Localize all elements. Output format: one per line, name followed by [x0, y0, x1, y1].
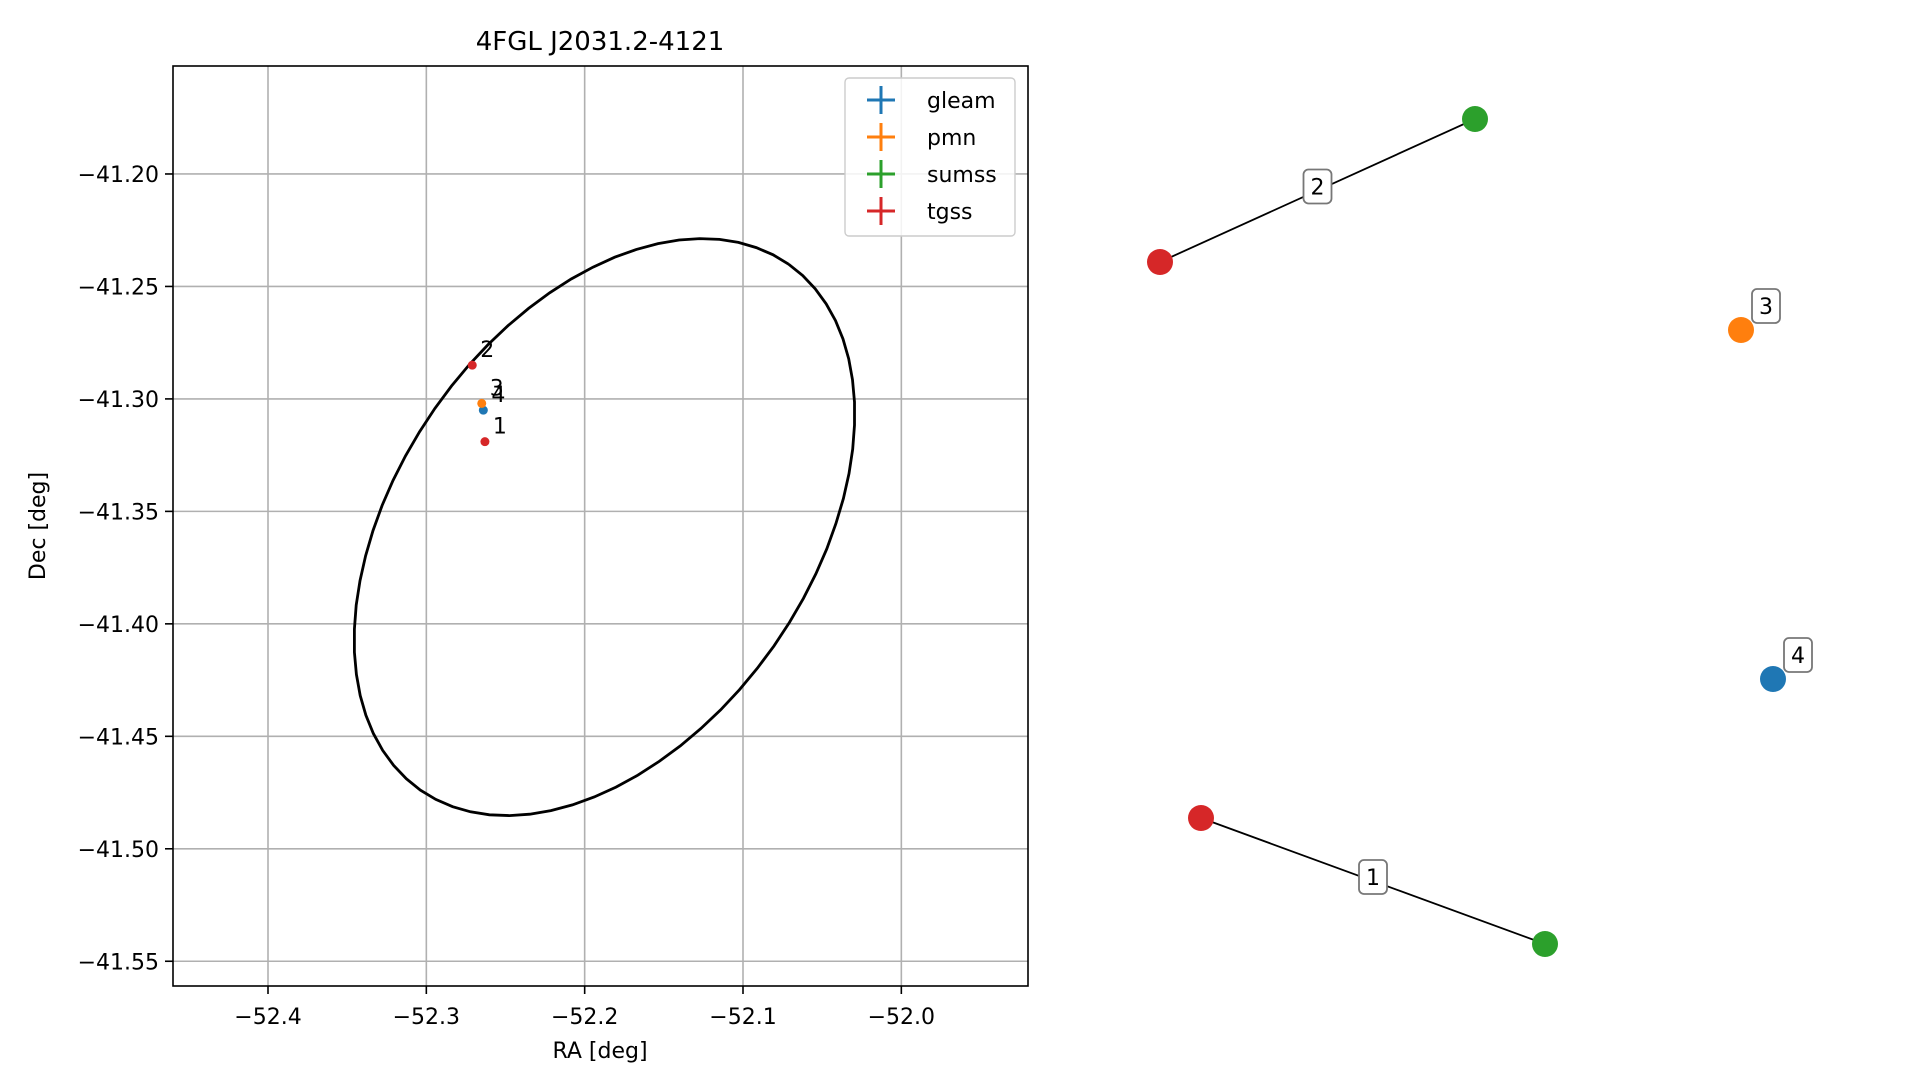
y-tick-label: −41.40	[78, 613, 159, 638]
network-node-sumss-b	[1532, 931, 1558, 957]
y-tick-label: −41.30	[78, 388, 159, 413]
x-tick-label: −52.3	[393, 1005, 460, 1030]
point-label-4: 4	[491, 383, 505, 408]
x-tick-label: −52.0	[868, 1005, 935, 1030]
node-label-3-box	[1751, 288, 1781, 324]
y-tick-label: −41.35	[78, 500, 159, 525]
grid-lines	[173, 66, 1028, 986]
legend-label-gleam: gleam	[927, 89, 996, 114]
axes-frame	[172, 65, 1029, 987]
edge-label-1: 1	[1366, 866, 1380, 891]
uncertainty-ellipse	[353, 237, 856, 818]
legend-label-pmn: pmn	[927, 126, 976, 151]
network-edges	[1159, 118, 1546, 945]
node-label-4-box	[1783, 637, 1813, 673]
network-labels: 2 1 3 4	[1302, 168, 1813, 895]
legend-box	[844, 77, 1016, 237]
legend-label-tgss: tgss	[927, 200, 973, 225]
node-label-3: 3	[1759, 295, 1773, 320]
x-tick-label: −52.1	[709, 1005, 776, 1030]
node-label-4: 4	[1791, 644, 1805, 669]
y-tick-label: −41.25	[78, 275, 159, 300]
tgss-point	[480, 437, 490, 447]
ellipse-outline	[353, 237, 856, 818]
y-tick-label: −41.20	[78, 163, 159, 188]
network-node-gleam-4	[1760, 666, 1786, 692]
edge-label-2-box	[1302, 168, 1333, 205]
pmn-point	[477, 398, 487, 408]
network-node-pmn-3	[1728, 317, 1754, 343]
network-node-tgss-b	[1188, 805, 1214, 831]
plot-title: 4FGL J2031.2-4121	[476, 27, 725, 57]
x-tick-label: −52.4	[234, 1005, 301, 1030]
gleam-point	[478, 405, 488, 415]
edge-label-1-box	[1358, 859, 1388, 895]
y-tick-label: −41.45	[78, 725, 159, 750]
point-label-3: 3	[490, 376, 504, 401]
axis-ticks: −52.4 −52.3 −52.2 −52.1 −52.0 −41.20 −41.25 −41…	[78, 163, 935, 1030]
point-labels: 1 2 34	[480, 338, 507, 439]
data-points	[467, 360, 490, 447]
network-nodes	[1147, 106, 1786, 957]
scatter-panel: 1 2 34 −52.4 −52.3 −52.2 −52.1 −52.0 −41.20 −41.…	[26, 27, 1029, 1064]
point-label-1: 1	[493, 415, 507, 440]
point-label-2: 2	[480, 338, 494, 363]
tgss-point	[467, 360, 477, 370]
y-axis-title: Dec [deg]	[26, 472, 51, 580]
edge-label-2: 2	[1311, 176, 1325, 201]
x-tick-label: −52.2	[551, 1005, 618, 1030]
y-tick-label: −41.50	[78, 838, 159, 863]
legend: gleam pmn sumss tgss	[844, 77, 1016, 237]
network-node-tgss-a	[1147, 249, 1173, 275]
network-panel: 2 1 3 4	[1147, 106, 1813, 957]
x-axis-title: RA [deg]	[552, 1039, 647, 1064]
y-tick-label: −41.55	[78, 950, 159, 975]
legend-label-sumss: sumss	[927, 163, 997, 188]
network-node-sumss-a	[1462, 106, 1488, 132]
